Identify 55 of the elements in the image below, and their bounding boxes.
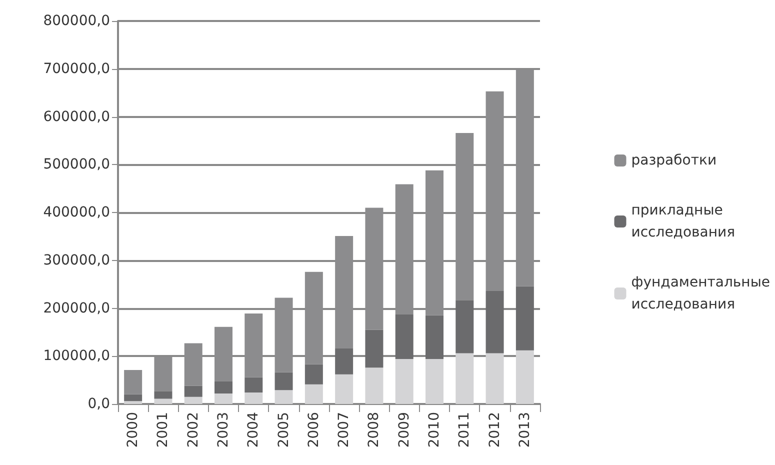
bar: [365, 368, 384, 404]
bar: [154, 391, 172, 399]
bar: [154, 398, 172, 404]
bar: [456, 353, 474, 404]
y-tick-label: 500000,0: [43, 156, 110, 173]
bar: [244, 392, 263, 404]
x-tick-label: 2005: [276, 412, 292, 448]
x-tick-label: 2009: [396, 412, 412, 448]
bar: [426, 315, 444, 359]
bar: [124, 394, 142, 402]
x-tick-label: 2010: [426, 412, 442, 448]
bar: [395, 314, 414, 359]
bar: [365, 330, 384, 368]
bar: [335, 348, 354, 374]
bar: [124, 401, 142, 404]
x-tick-label: 2007: [336, 412, 352, 448]
bar: [304, 384, 323, 404]
bar: [335, 374, 354, 404]
bar: [214, 393, 232, 404]
bar: [244, 377, 263, 393]
y-tick-label: 700000,0: [43, 60, 110, 77]
y-tick-label: 800000,0: [43, 13, 110, 29]
x-tick-label: 2006: [306, 412, 322, 448]
bar: [395, 359, 414, 404]
x-tick-label: 2004: [246, 412, 262, 448]
bar: [456, 300, 474, 354]
bar: [214, 382, 232, 394]
bar: [124, 370, 142, 394]
bar: [486, 353, 504, 404]
legend-label: прикладные исследования: [631, 202, 736, 240]
x-tick-label: 2002: [185, 412, 202, 448]
bar: [184, 386, 202, 397]
x-tick-label: 2008: [366, 412, 382, 448]
bar: [274, 390, 293, 404]
y-tick-label: 600000,0: [43, 108, 110, 125]
bar: [516, 286, 534, 350]
bar: [486, 291, 504, 354]
y-tick-label: 300000,0: [43, 252, 110, 268]
y-tick-label: 100000,0: [43, 348, 110, 364]
bar: [184, 396, 202, 404]
bar: [426, 359, 444, 404]
x-tick-label: 2003: [216, 412, 232, 448]
bar: [304, 364, 323, 384]
y-tick-label: 200000,0: [43, 300, 110, 316]
y-tick-label: 0,0: [88, 396, 110, 412]
bar: [274, 372, 293, 390]
x-tick-label: 2013: [516, 412, 533, 448]
legend-label: фундаментальные исследования: [631, 274, 770, 312]
x-tick-label: 2001: [155, 412, 172, 448]
x-tick-label: 2000: [125, 412, 142, 448]
bar: [516, 350, 534, 404]
legend-label: разработки: [631, 152, 717, 168]
x-tick-label: 2011: [456, 412, 473, 448]
y-tick-label: 400000,0: [43, 204, 110, 220]
x-tick-label: 2012: [486, 412, 503, 448]
